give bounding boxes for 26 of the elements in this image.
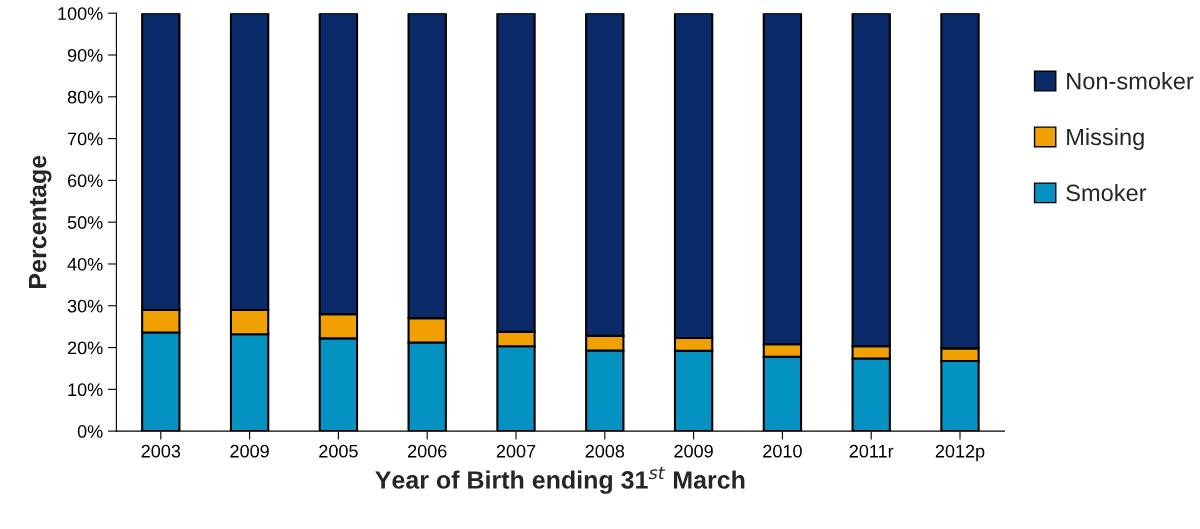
legend-label: Non-smoker [1067, 72, 1194, 90]
y-tick-label: 30% [67, 299, 103, 313]
x-tick-label: 2006 [408, 444, 447, 458]
y-tick-label: 70% [67, 132, 103, 146]
y-tick-label: 100% [58, 7, 103, 20]
x-tick-label: 2003 [141, 444, 181, 458]
x-tick-label: 2005 [319, 444, 358, 458]
y-tick-label: 0% [77, 425, 103, 438]
x-axis-title: Year of Birth ending 31$^{st}$ March [375, 466, 745, 494]
x-tick-label: 2009 [230, 444, 269, 458]
x-tick-label: 2007 [496, 444, 536, 458]
y-tick-label: 50% [67, 216, 103, 229]
y-tick-label: 10% [68, 383, 103, 397]
y-tick-label: 90% [67, 48, 103, 62]
y-tick-label: 80% [67, 90, 103, 104]
x-tick-label: 2009 [674, 444, 713, 458]
y-tick-label: 40% [67, 257, 103, 271]
y-tick-label: 20% [67, 341, 103, 355]
legend-label: Missing [1067, 128, 1144, 151]
y-tick-label: 60% [67, 174, 103, 188]
x-tick-label: 2010 [763, 444, 802, 458]
x-tick-label: 2008 [585, 444, 625, 458]
y-axis-title: Percentage [28, 155, 52, 288]
x-tick-label: 2011r [849, 444, 894, 458]
x-tick-label: 2012p [935, 444, 985, 462]
legend-label: Smoker [1066, 183, 1147, 202]
